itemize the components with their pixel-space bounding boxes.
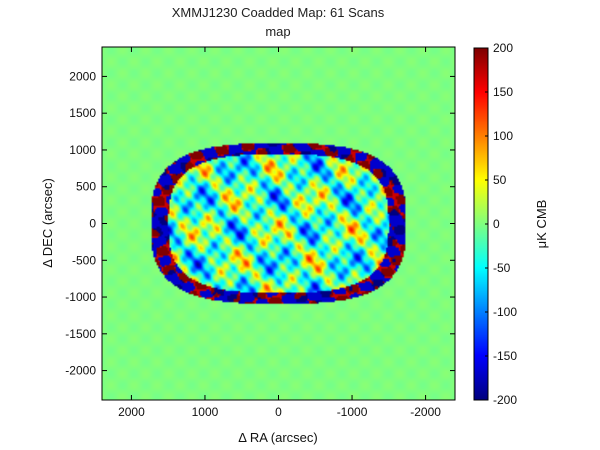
y-axis-ticks: 2000 1500 1000 500 0 -500 -1000 -1500 -2000 bbox=[65, 69, 455, 378]
y-tick-label: -500 bbox=[72, 253, 96, 267]
y-tick-label: 1500 bbox=[69, 106, 96, 120]
colorbar-tick-label: -100 bbox=[493, 305, 517, 319]
y-tick-label: 500 bbox=[76, 180, 96, 194]
colorbar-tick-label: 100 bbox=[493, 129, 513, 143]
x-axis-label: Δ RA (arcsec) bbox=[238, 430, 317, 445]
colorbar-ticks: 200 150 100 50 0 -50 -100 -150 -200 bbox=[485, 41, 517, 407]
x-tick-label: 1000 bbox=[192, 405, 219, 419]
chart-title: XMMJ1230 Coadded Map: 61 Scans bbox=[172, 5, 385, 20]
x-tick-label: -1000 bbox=[337, 405, 368, 419]
y-axis-label: Δ DEC (arcsec) bbox=[40, 178, 55, 268]
x-axis-ticks: 2000 1000 0 -1000 -2000 bbox=[118, 47, 441, 419]
heatmap-plot-area bbox=[101, 46, 456, 401]
heatmap-image bbox=[102, 47, 455, 400]
y-tick-label: 2000 bbox=[69, 69, 96, 83]
x-tick-label: 2000 bbox=[118, 405, 145, 419]
colorbar-tick-label: 200 bbox=[493, 41, 513, 55]
chart-subtitle: map bbox=[265, 24, 290, 39]
colorbar-tick-label: 50 bbox=[493, 173, 507, 187]
colorbar-label: μK CMB bbox=[534, 200, 549, 249]
colorbar-tick-label: -50 bbox=[493, 261, 511, 275]
y-tick-label: 1000 bbox=[69, 143, 96, 157]
colorbar-tick-label: 0 bbox=[493, 217, 500, 231]
y-tick-label: -2000 bbox=[65, 364, 96, 378]
colorbar-tick-label: -200 bbox=[493, 393, 517, 407]
y-tick-label: -1500 bbox=[65, 327, 96, 341]
colorbar-gradient bbox=[474, 48, 488, 400]
colorbar-tick-label: 150 bbox=[493, 85, 513, 99]
y-tick-label: -1000 bbox=[65, 290, 96, 304]
x-tick-label: 0 bbox=[275, 405, 282, 419]
y-tick-label: 0 bbox=[89, 217, 96, 231]
colorbar: 200 150 100 50 0 -50 -100 -150 -200 μK CMB bbox=[473, 41, 549, 407]
x-tick-label: -2000 bbox=[410, 405, 441, 419]
colorbar-tick-label: -150 bbox=[493, 349, 517, 363]
